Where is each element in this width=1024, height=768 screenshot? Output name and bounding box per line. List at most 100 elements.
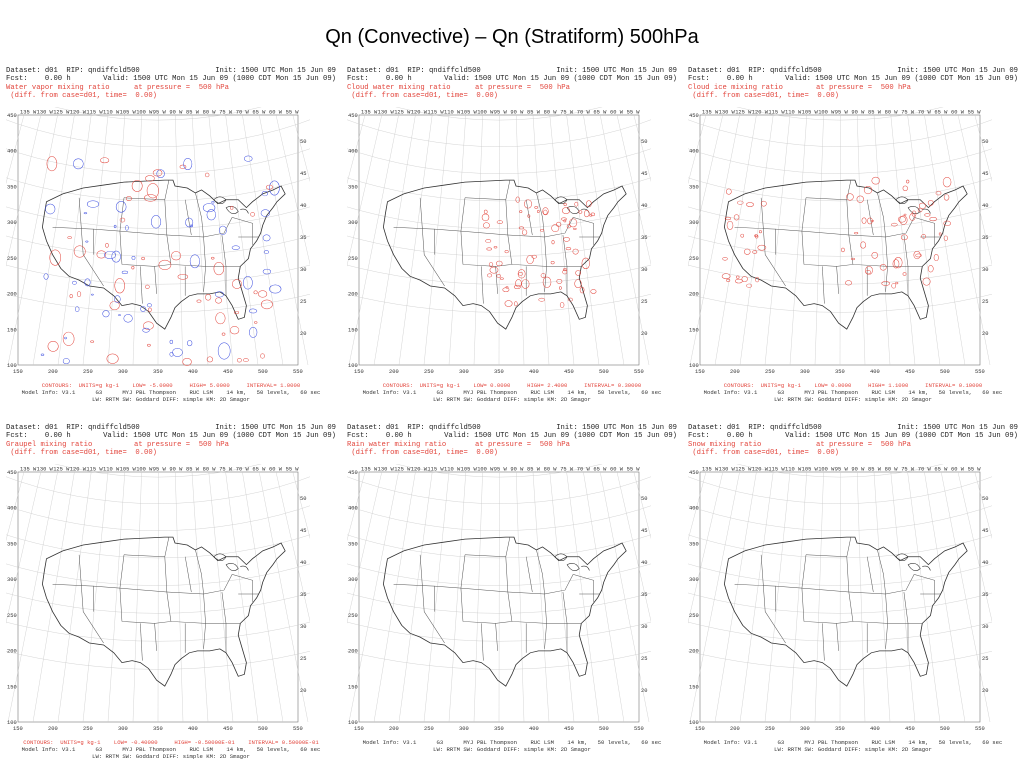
y-tick-label: 300 [348, 577, 358, 583]
state-boundaries [52, 180, 259, 304]
pressure-label: at pressure = 500 hPa [475, 83, 570, 92]
y-tick-label: 200 [348, 292, 358, 298]
longitude-label: 120 W [752, 110, 769, 116]
y-tick-label: 350 [348, 184, 358, 190]
x-tick-label: 400 [529, 726, 539, 732]
x-tick-label: 500 [940, 369, 950, 375]
x-tick-label: 150 [13, 726, 23, 732]
dataset-label: Dataset: d01 RIP: qndiffcld500 [6, 67, 140, 75]
header-row-3: Water vapor mixing ratio at pressure = 50… [6, 84, 336, 92]
latitude-label: 25 N [982, 656, 992, 662]
latitude-label: 25 N [641, 656, 651, 662]
x-tick-label: 500 [940, 726, 950, 732]
valid-time-label: Valid: 1500 UTC Mon 15 Jun 09 (1000 CDT … [785, 75, 1018, 84]
header-row-1: Dataset: d01 RIP: qndiffcld500 Init: 1500… [6, 424, 336, 432]
panel-footer: CONTOURS: UNITS=g kg-1 LOW= 0.0000 HIGH=… [347, 382, 677, 403]
header-row-3: Graupel mixing ratio at pressure = 500 hP… [6, 441, 336, 449]
longitude-label: 55 W [968, 467, 982, 473]
latitude-label: 50 N [641, 496, 651, 502]
diff-info-label: (diff. from case=d01, time= 0.00) [347, 449, 498, 458]
y-tick-label: 350 [689, 541, 699, 547]
longitude-label: 100 W [136, 467, 153, 473]
y-tick-label: 150 [689, 684, 699, 690]
slide-title: Qn (Convective) – Qn (Stratiform) 500hPa [325, 26, 699, 48]
longitude-label: 105 W [120, 467, 137, 473]
longitude-label: 125 W [53, 467, 70, 473]
y-tick-label: 150 [689, 327, 699, 333]
y-tick-label: 350 [689, 184, 699, 190]
y-tick-label: 350 [7, 541, 17, 547]
longitude-label: 115 W [86, 110, 103, 116]
latitude-label: 20 N [641, 331, 651, 337]
panel-footer: CONTOURS: UNITS=g kg-1 LOW= -5.0000 HIGH… [6, 382, 336, 403]
variable-name-label: Water vapor mixing ratio [6, 83, 110, 92]
contour-lines [481, 196, 597, 308]
header-row-4: (diff. from case=d01, time= 0.00) [688, 92, 1018, 100]
x-tick-label: 250 [765, 369, 775, 375]
y-tick-label: 200 [348, 649, 358, 655]
header-row-1: Dataset: d01 RIP: qndiffcld500 Init: 1500… [6, 67, 336, 75]
x-tick-label: 200 [389, 726, 399, 732]
longitude-label: 90 W [851, 110, 865, 116]
dataset-label: Dataset: d01 RIP: qndiffcld500 [347, 424, 481, 432]
y-tick-label: 100 [689, 720, 699, 726]
y-tick-label: 400 [7, 506, 17, 512]
physics-info-label: LW: RRTM SW: Goddard DIFF: simple KM: 2D… [774, 395, 932, 403]
longitude-label: 100 W [477, 467, 494, 473]
map-area: 135 W 130 W 125 W 120 W 115 W 110 W 105 W 100 W… [347, 464, 651, 736]
longitude-label: 135 W [361, 110, 378, 116]
y-tick-label: 100 [7, 363, 17, 369]
x-tick-label: 250 [765, 726, 775, 732]
y-tick-label: 350 [348, 541, 358, 547]
y-tick-label: 200 [7, 292, 17, 298]
latitude-label: 35 N [641, 592, 651, 598]
longitude-label: 65 W [593, 467, 607, 473]
x-tick-label: 550 [293, 726, 303, 732]
longitude-label: 115 W [86, 467, 103, 473]
longitude-label: 100 W [818, 110, 835, 116]
variable-name-label: Cloud water mixing ratio [347, 83, 451, 92]
longitude-label: 120 W [752, 467, 769, 473]
latitude-label: 35 N [982, 592, 992, 598]
state-boundaries [393, 180, 600, 304]
longitude-label: 80 W [544, 110, 558, 116]
graticule [347, 464, 651, 723]
x-tick-label: 200 [48, 726, 58, 732]
dataset-label: Dataset: d01 RIP: qndiffcld500 [688, 67, 822, 75]
y-tick-label: 450 [7, 470, 17, 476]
header-row-1: Dataset: d01 RIP: qndiffcld500 Init: 1500… [347, 67, 677, 75]
graticule [347, 107, 651, 366]
y-tick-label: 400 [7, 149, 17, 155]
x-tick-label: 450 [905, 726, 915, 732]
y-tick-label: 450 [689, 470, 699, 476]
latitude-label: 45 N [641, 528, 651, 534]
latitude-label: 45 N [300, 528, 310, 534]
map-area: 135 W 130 W 125 W 120 W 115 W 110 W 105 W 100 W… [688, 107, 992, 379]
x-tick-label: 150 [695, 726, 705, 732]
x-tick-label: 350 [835, 726, 845, 732]
latitude-label: 25 N [982, 299, 992, 305]
dataset-label: Dataset: d01 RIP: qndiffcld500 [347, 67, 481, 75]
longitude-label: 95 W [494, 110, 508, 116]
graticule [688, 107, 992, 366]
longitude-label: 120 W [70, 467, 87, 473]
x-tick-label: 150 [354, 369, 364, 375]
longitude-label: 55 W [286, 110, 300, 116]
header-row-1: Dataset: d01 RIP: qndiffcld500 Init: 1500… [347, 424, 677, 432]
y-tick-label: 400 [689, 506, 699, 512]
y-tick-label: 100 [689, 363, 699, 369]
valid-time-label: Valid: 1500 UTC Mon 15 Jun 09 (1000 CDT … [103, 75, 336, 84]
longitude-label: 60 W [951, 467, 965, 473]
longitude-label: 70 W [236, 467, 250, 473]
forecast-hour-label: Fcst: 0.00 h [688, 75, 753, 84]
x-tick-label: 450 [564, 369, 574, 375]
longitude-label: 90 W [169, 110, 183, 116]
longitude-label: 55 W [286, 467, 300, 473]
x-tick-label: 500 [258, 726, 268, 732]
longitude-label: 130 W [378, 467, 395, 473]
longitude-label: 125 W [53, 110, 70, 116]
pressure-label: at pressure = 500 hPa [134, 440, 229, 449]
y-tick-label: 300 [348, 220, 358, 226]
y-tick-label: 150 [7, 684, 17, 690]
longitude-label: 85 W [527, 110, 541, 116]
